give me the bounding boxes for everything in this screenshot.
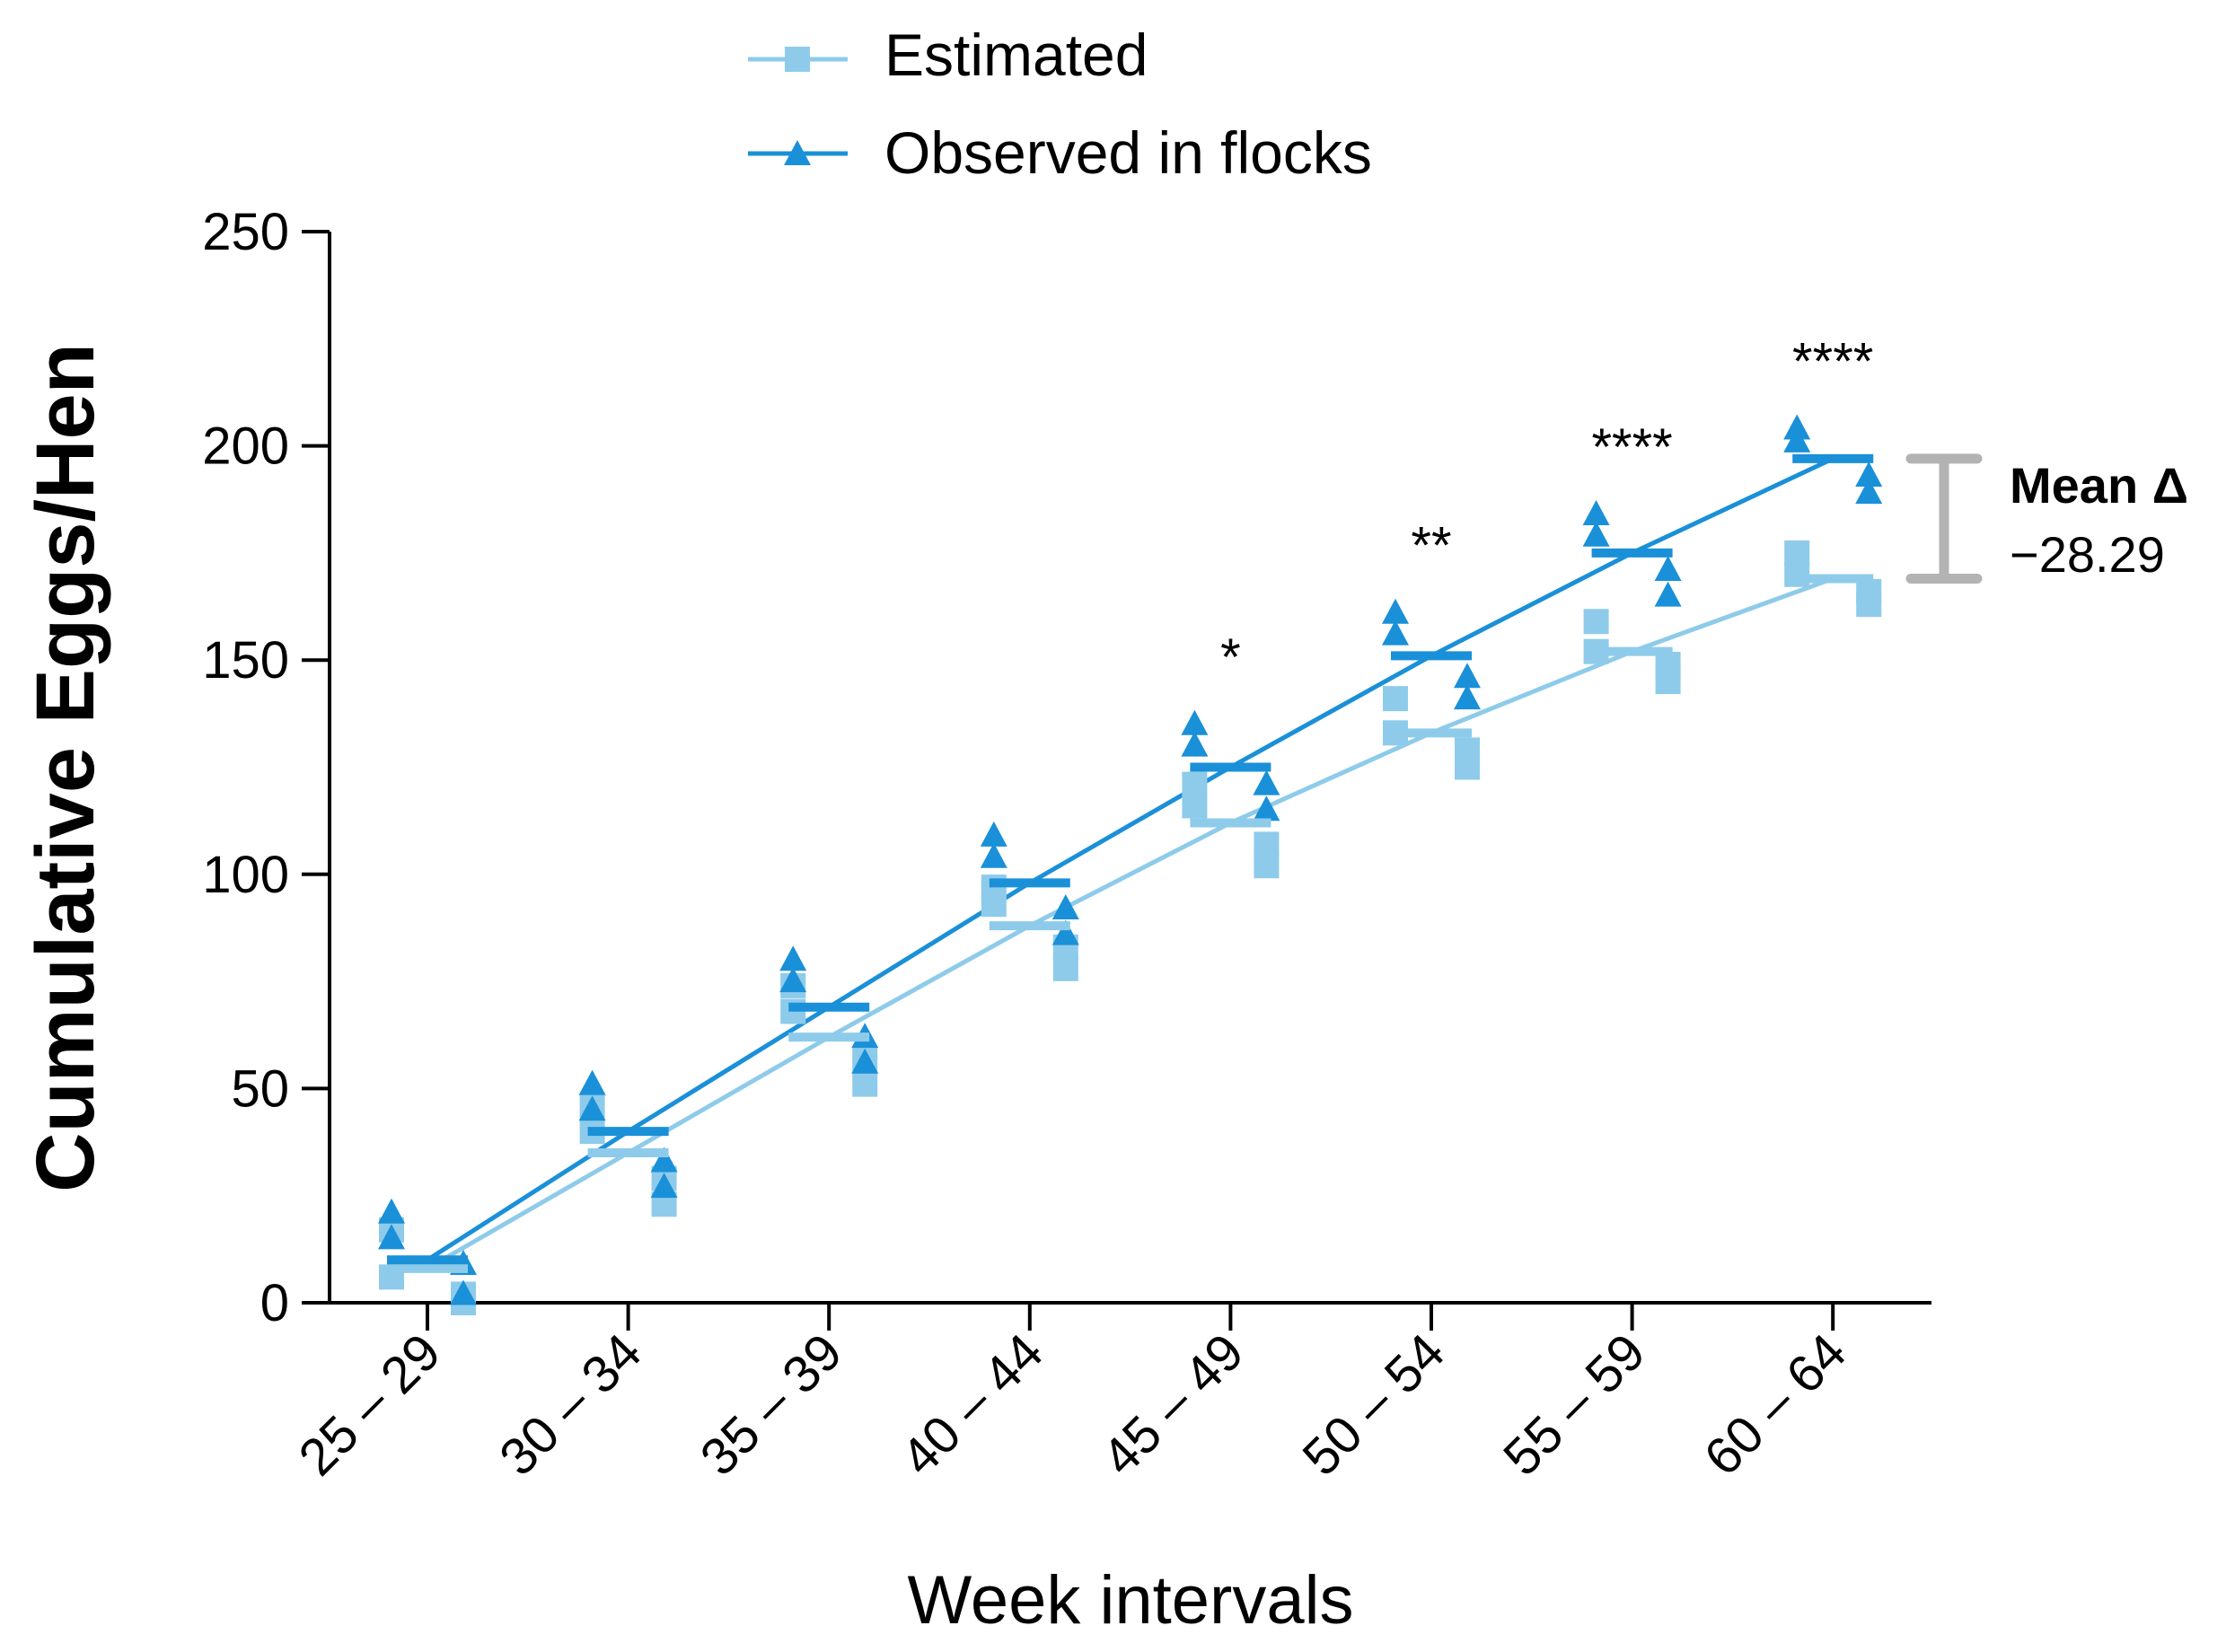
observed-point (851, 1048, 879, 1074)
observed-point (1855, 479, 1883, 505)
observed-point (1654, 555, 1682, 581)
x-tick-label: 25 – 29 (287, 1322, 452, 1487)
observed-point (650, 1147, 678, 1173)
x-tick-label: 30 – 34 (488, 1322, 653, 1487)
estimated-point (1182, 771, 1208, 797)
observed-point (650, 1173, 678, 1199)
estimated-point (1052, 955, 1078, 981)
observed-point (980, 842, 1007, 868)
significance-labels: *********** (1220, 333, 1873, 687)
y-axis-title: Cumulative Eggs/Hen (20, 343, 111, 1192)
y-tick-label: 100 (202, 846, 289, 904)
observed-point (1783, 414, 1811, 440)
x-tick-label: 45 – 49 (1091, 1322, 1255, 1487)
observed-point (1181, 709, 1209, 735)
observed-point (1582, 499, 1610, 525)
x-axis-title: Week intervals (907, 1562, 1353, 1639)
legend: Estimated Observed in flocks (748, 22, 1372, 186)
legend-label-observed: Observed in flocks (884, 119, 1372, 186)
x-ticks: 25 – 29 30 – 34 35 – 39 40 – 44 45 – 49 50 – … (287, 1303, 1857, 1487)
estimated-point (1455, 737, 1480, 763)
estimated-point (1254, 853, 1280, 879)
observed-point (1382, 598, 1409, 624)
legend-item-estimated[interactable]: Estimated (748, 22, 1148, 88)
significance-label: * (1220, 628, 1241, 687)
observed-point (1051, 893, 1079, 919)
observed-point (1783, 426, 1811, 453)
x-tick-label: 40 – 44 (890, 1322, 1054, 1487)
observed-point (1855, 461, 1883, 488)
observed-point (1253, 795, 1280, 822)
observed-point (1454, 663, 1481, 689)
estimated-point (1583, 609, 1609, 635)
observed-point (1582, 521, 1610, 547)
estimated-point (852, 1071, 878, 1097)
estimated-point (1254, 831, 1280, 857)
observed-point (980, 821, 1007, 847)
estimated-point (1784, 540, 1810, 566)
legend-item-observed[interactable]: Observed in flocks (748, 119, 1372, 186)
observed-point (1654, 581, 1682, 607)
observed-point (578, 1095, 606, 1121)
legend-square-marker (785, 47, 810, 72)
observed-point (779, 945, 807, 971)
y-tick-label: 0 (260, 1274, 289, 1332)
observed-point (578, 1069, 606, 1095)
legend-triangle-marker (784, 140, 811, 165)
observed-point (1181, 731, 1209, 757)
observed-point (1051, 919, 1079, 945)
significance-label: ** (1411, 517, 1451, 576)
y-ticks: 0 50 100 150 200 250 (202, 203, 330, 1332)
trend-line-estimated (426, 576, 1834, 1270)
x-tick-label: 50 – 54 (1291, 1322, 1456, 1487)
observed-point (450, 1279, 477, 1305)
legend-label-estimated: Estimated (884, 22, 1148, 88)
observed-point (378, 1224, 405, 1250)
trend-line-observed (426, 456, 1834, 1262)
significance-label: **** (1792, 333, 1873, 391)
y-tick-label: 250 (202, 203, 289, 261)
mean-delta-annotation: Mean Δ −28.29 (1905, 453, 2188, 584)
observed-point (1454, 684, 1481, 710)
y-tick-label: 150 (202, 631, 289, 690)
significance-label: **** (1591, 418, 1672, 477)
x-tick-label: 60 – 64 (1694, 1322, 1858, 1487)
estimated-point (1383, 686, 1408, 712)
observed-point (1253, 769, 1280, 795)
x-tick-label: 55 – 59 (1492, 1322, 1657, 1487)
data-marks (378, 414, 1883, 1315)
y-tick-label: 200 (202, 417, 289, 476)
estimated-point (1182, 793, 1208, 819)
y-tick-label: 50 (231, 1059, 289, 1118)
x-tick-label: 35 – 39 (690, 1322, 854, 1487)
observed-point (779, 967, 807, 993)
mean-delta-label: Mean Δ (2010, 457, 2188, 514)
observed-point (1382, 620, 1409, 646)
mean-delta-value: −28.29 (2010, 526, 2165, 583)
observed-point (378, 1198, 405, 1224)
